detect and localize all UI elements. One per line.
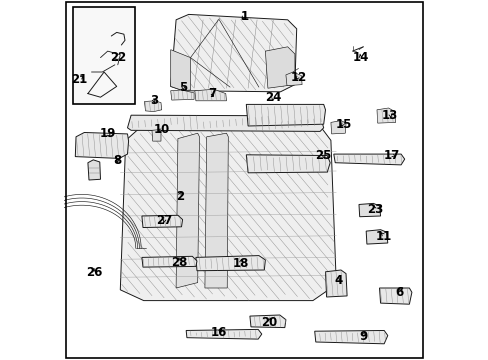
Polygon shape xyxy=(194,89,226,101)
Text: 25: 25 xyxy=(315,149,331,162)
Text: 16: 16 xyxy=(211,327,227,339)
Text: 23: 23 xyxy=(366,203,382,216)
Text: 11: 11 xyxy=(375,230,391,243)
Polygon shape xyxy=(314,330,387,344)
Text: 2: 2 xyxy=(175,190,183,203)
Polygon shape xyxy=(249,315,285,328)
Polygon shape xyxy=(142,215,182,228)
Polygon shape xyxy=(376,108,395,123)
Text: 28: 28 xyxy=(170,256,187,269)
Text: 21: 21 xyxy=(71,73,87,86)
Text: 9: 9 xyxy=(359,330,366,343)
Polygon shape xyxy=(170,50,190,91)
Polygon shape xyxy=(246,155,329,173)
Text: 20: 20 xyxy=(261,316,277,329)
Polygon shape xyxy=(330,121,346,134)
Polygon shape xyxy=(358,203,380,217)
Polygon shape xyxy=(196,256,265,271)
Polygon shape xyxy=(142,256,197,267)
Text: 8: 8 xyxy=(113,154,122,167)
Text: 12: 12 xyxy=(290,71,306,84)
Polygon shape xyxy=(170,14,296,92)
Polygon shape xyxy=(265,47,294,88)
Text: 19: 19 xyxy=(100,127,116,140)
Text: 24: 24 xyxy=(264,91,281,104)
Text: 5: 5 xyxy=(179,81,187,94)
Polygon shape xyxy=(379,288,411,304)
Text: 14: 14 xyxy=(351,51,368,64)
Text: 7: 7 xyxy=(207,87,216,100)
Text: 10: 10 xyxy=(153,123,169,136)
Polygon shape xyxy=(144,101,162,112)
Text: 6: 6 xyxy=(394,286,403,299)
Text: 13: 13 xyxy=(382,109,398,122)
Text: 17: 17 xyxy=(383,149,399,162)
Polygon shape xyxy=(120,126,336,301)
Polygon shape xyxy=(186,329,261,339)
Text: 1: 1 xyxy=(240,10,248,23)
Text: 4: 4 xyxy=(333,274,342,287)
Polygon shape xyxy=(88,160,101,180)
Text: 22: 22 xyxy=(109,51,125,64)
Polygon shape xyxy=(285,72,302,86)
Polygon shape xyxy=(152,130,161,141)
Text: 3: 3 xyxy=(149,94,158,107)
Text: 26: 26 xyxy=(86,266,102,279)
Polygon shape xyxy=(246,104,325,126)
Polygon shape xyxy=(325,270,346,297)
Polygon shape xyxy=(366,230,387,244)
Text: 15: 15 xyxy=(335,118,351,131)
Polygon shape xyxy=(170,90,194,100)
Polygon shape xyxy=(127,115,323,131)
Polygon shape xyxy=(176,133,199,288)
Polygon shape xyxy=(204,133,228,288)
FancyBboxPatch shape xyxy=(73,7,134,104)
Polygon shape xyxy=(75,132,128,158)
Text: 18: 18 xyxy=(232,257,248,270)
Text: 27: 27 xyxy=(156,214,172,227)
Polygon shape xyxy=(333,154,404,165)
